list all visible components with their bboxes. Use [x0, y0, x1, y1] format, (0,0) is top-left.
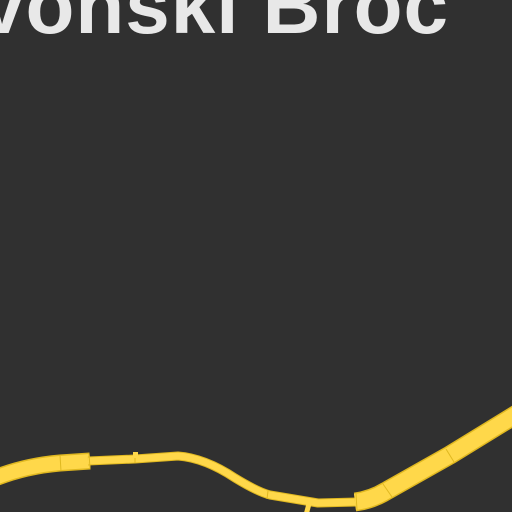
road-seam: [355, 493, 358, 511]
road-seam: [382, 483, 393, 498]
road-seam: [59, 454, 62, 472]
road-west[interactable]: [0, 454, 91, 484]
road-seam: [445, 448, 455, 463]
road-marker: [133, 452, 138, 458]
road-seam: [88, 453, 91, 469]
road-middle-edge: [87, 451, 358, 508]
road-east[interactable]: [353, 407, 512, 510]
road-seam: [266, 490, 269, 500]
road-branch-south[interactable]: [304, 499, 313, 512]
place-label: vonski Broc: [0, 0, 449, 50]
road-middle[interactable]: [87, 452, 358, 507]
